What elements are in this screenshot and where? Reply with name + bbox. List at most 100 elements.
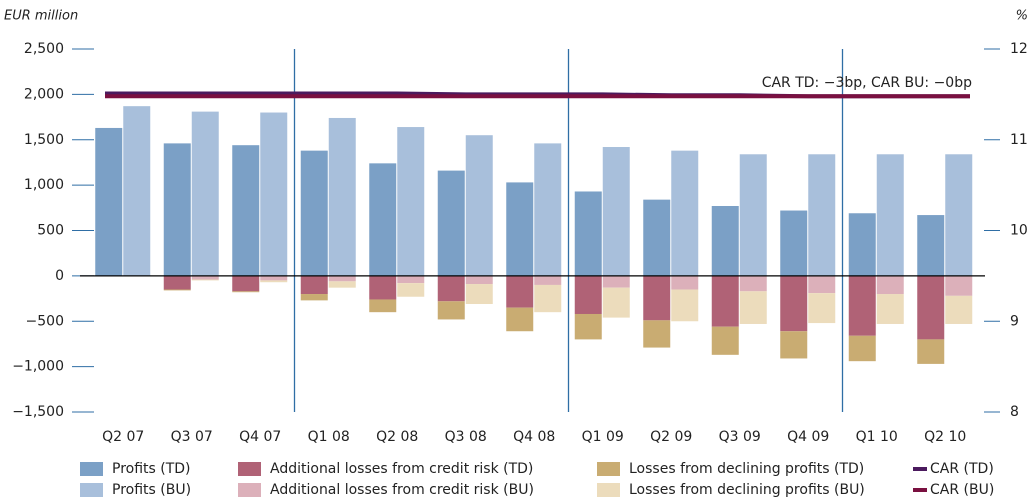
bar [369,163,397,276]
bar [163,143,191,276]
y2-tick-label: 12 [1010,41,1028,57]
bar [465,135,493,276]
bar [437,301,465,320]
legend-swatch [238,483,261,497]
bar [574,313,602,340]
legend-label: Additional losses from credit risk (TD) [270,461,533,477]
bar [780,275,808,332]
bar [260,112,288,276]
bar [95,127,123,276]
bar [945,154,973,276]
bar [739,291,767,324]
bar [506,182,534,276]
bar [232,145,260,276]
y-tick-label: 0 [55,268,64,284]
y-tick-label: −1,500 [12,404,64,420]
bar [232,291,260,293]
legend-swatch [80,483,103,497]
x-tick-label: Q1 09 [582,429,624,445]
bar [397,275,425,284]
x-tick-label: Q1 08 [308,429,350,445]
bar [191,275,219,280]
y2-axis-label: % [1016,9,1028,24]
bar [534,143,562,276]
bar [643,320,671,348]
x-tick-label: Q2 10 [924,429,966,445]
bar [397,127,425,276]
bar [602,147,630,276]
bar [671,150,699,276]
y2-tick-label: 8 [1010,404,1019,420]
bar [191,279,219,281]
bar [671,275,699,290]
bar [711,205,739,276]
legend-label: Profits (BU) [112,482,191,498]
bar [260,275,288,281]
y-axis-label: EUR million [4,9,78,24]
bar [328,275,356,282]
bar [163,289,191,291]
bar [848,213,876,276]
bar [123,106,151,276]
bar [643,199,671,276]
bar [602,287,630,318]
bar [945,275,973,296]
bar [437,275,465,302]
bar [574,191,602,276]
bar [300,150,328,276]
y-tick-label: −1,000 [12,359,64,375]
bar [369,299,397,313]
bar [300,275,328,295]
bar [917,215,945,276]
bar [328,117,356,276]
legend-label: CAR (TD) [930,461,994,477]
bar [808,293,836,324]
x-tick-label: Q1 10 [856,429,898,445]
x-tick-label: Q4 07 [239,429,281,445]
y-tick-label: 1,500 [24,132,64,148]
legend-swatch [597,483,620,497]
bar [465,284,493,305]
bar [397,283,425,297]
bar [876,154,904,276]
bar [534,284,562,313]
y-tick-label: −500 [26,313,64,329]
legend-label: CAR (BU) [930,482,994,498]
bar [574,275,602,314]
bar [437,170,465,276]
bar [917,275,945,340]
bar [232,275,260,292]
bar [780,210,808,276]
bar [876,275,904,295]
legend-swatch [80,462,103,476]
y2-tick-label: 9 [1010,313,1019,329]
legend-label: Losses from declining profits (TD) [629,461,864,477]
bar [848,275,876,336]
bar [163,275,191,290]
x-tick-label: Q2 08 [376,429,418,445]
bar [300,294,328,301]
legend-label: Additional losses from credit risk (BU) [270,482,534,498]
x-tick-label: Q3 08 [445,429,487,445]
x-tick-label: Q4 08 [513,429,555,445]
bar [465,275,493,285]
bar [808,154,836,276]
x-tick-label: Q2 09 [650,429,692,445]
y-tick-label: 2,500 [24,41,64,57]
y2-tick-label: 11 [1010,132,1028,148]
legend-label: Profits (TD) [112,461,191,477]
y-tick-label: 1,000 [24,177,64,193]
bar [739,154,767,276]
bar [671,289,699,322]
bar [643,275,671,321]
bar [917,339,945,364]
bar [506,275,534,308]
bar [711,326,739,355]
legend-swatch [597,462,620,476]
legend-swatch [238,462,261,476]
bar [191,111,219,276]
x-tick-label: Q3 07 [171,429,213,445]
bar [711,275,739,327]
bar [808,275,836,294]
y-tick-label: 2,000 [24,86,64,102]
